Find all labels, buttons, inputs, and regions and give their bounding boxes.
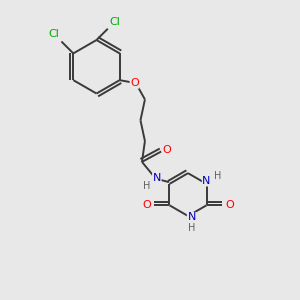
Text: H: H <box>143 181 151 191</box>
Text: N: N <box>153 173 161 183</box>
Text: O: O <box>162 145 171 155</box>
Text: O: O <box>142 200 151 210</box>
Text: N: N <box>202 176 211 186</box>
Text: O: O <box>130 78 139 88</box>
Text: H: H <box>188 223 195 233</box>
Text: N: N <box>188 212 196 223</box>
Text: Cl: Cl <box>110 17 120 27</box>
Text: H: H <box>214 171 221 181</box>
Text: Cl: Cl <box>49 29 59 39</box>
Text: O: O <box>225 200 234 210</box>
